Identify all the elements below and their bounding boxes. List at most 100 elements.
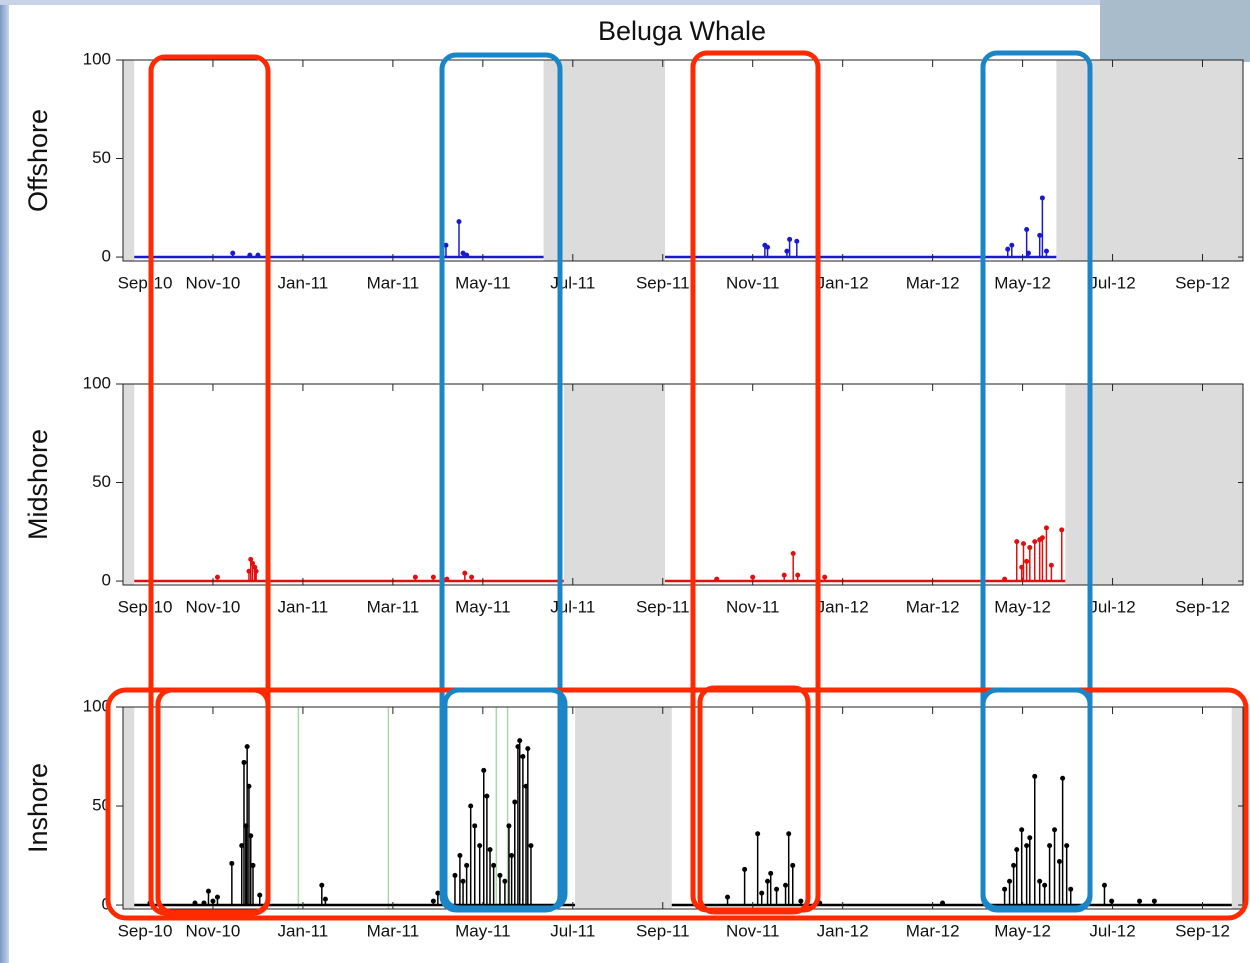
x-tick-label: Mar-12 xyxy=(906,921,960,940)
stem-marker xyxy=(1137,899,1142,904)
stem-marker xyxy=(201,901,206,906)
stem-marker xyxy=(413,575,418,580)
x-tick-label: Jan-12 xyxy=(817,597,869,616)
x-tick-label: Sep-11 xyxy=(636,597,690,616)
stem-marker xyxy=(210,899,215,904)
x-tick-label: Nov-11 xyxy=(726,921,780,940)
stem-marker xyxy=(791,551,796,556)
x-tick-label: Mar-11 xyxy=(367,273,420,292)
stem-marker xyxy=(1040,195,1045,200)
stem-marker xyxy=(502,879,507,884)
stem-marker xyxy=(787,237,792,242)
stem-marker xyxy=(784,249,789,254)
stem-marker xyxy=(1044,525,1049,530)
stem-marker xyxy=(774,887,779,892)
no-data-span xyxy=(123,384,134,585)
x-tick-label: Nov-10 xyxy=(186,273,241,292)
stem-marker xyxy=(484,794,489,799)
stem-marker xyxy=(1005,247,1010,252)
y-axis-label: Inshore xyxy=(23,763,53,853)
stem-marker xyxy=(790,863,795,868)
stem-marker xyxy=(742,867,747,872)
stem-marker xyxy=(491,863,496,868)
no-data-span xyxy=(123,707,134,909)
stem-marker xyxy=(1024,843,1029,848)
highlight-box xyxy=(693,53,818,910)
stem-marker xyxy=(750,575,755,580)
stem-marker xyxy=(506,823,511,828)
y-tick-label: 100 xyxy=(83,373,111,392)
map-thumbnail xyxy=(1100,0,1250,62)
stem-marker xyxy=(765,879,770,884)
stem-marker xyxy=(215,575,220,580)
stem-marker xyxy=(1042,883,1047,888)
no-data-span xyxy=(564,384,665,585)
stem-marker xyxy=(794,239,799,244)
x-tick-label: Mar-12 xyxy=(906,597,960,616)
stem-marker xyxy=(230,251,235,256)
stem-marker xyxy=(1032,539,1037,544)
x-tick-label: Sep-10 xyxy=(118,921,173,940)
y-tick-label: 100 xyxy=(83,49,111,68)
x-tick-label: Mar-11 xyxy=(367,921,420,940)
stem-marker xyxy=(248,833,253,838)
stem-marker xyxy=(497,873,502,878)
stem-marker xyxy=(246,784,251,789)
stem-marker xyxy=(1002,887,1007,892)
stem-marker xyxy=(1152,899,1157,904)
stem-marker xyxy=(247,253,252,258)
x-tick-label: Sep-11 xyxy=(636,921,690,940)
x-tick-label: Jan-12 xyxy=(817,921,869,940)
x-tick-label: Nov-11 xyxy=(726,273,780,292)
x-tick-label: Jan-11 xyxy=(278,921,329,940)
stem-marker xyxy=(783,883,788,888)
stem-marker xyxy=(1009,243,1014,248)
no-data-span xyxy=(123,60,134,261)
y-tick-label: 0 xyxy=(102,571,111,590)
stem-marker xyxy=(457,853,462,858)
highlight-box xyxy=(158,690,268,912)
y-tick-label: 50 xyxy=(92,472,111,491)
stem-marker xyxy=(1007,879,1012,884)
stem-marker xyxy=(1019,827,1024,832)
highlight-box xyxy=(442,55,560,910)
stem-marker xyxy=(462,571,467,576)
stem-marker xyxy=(1057,859,1062,864)
stem-marker xyxy=(192,901,197,906)
slide-border xyxy=(0,0,9,963)
x-tick-label: Mar-12 xyxy=(906,273,960,292)
stem-marker xyxy=(798,899,803,904)
stem-marker xyxy=(1044,249,1049,254)
stem-marker xyxy=(765,245,770,250)
stem-marker xyxy=(1002,577,1007,582)
stem-marker xyxy=(431,575,436,580)
stem-marker xyxy=(255,253,260,258)
stem-marker xyxy=(1021,541,1026,546)
stem-marker xyxy=(1059,527,1064,532)
stem-marker xyxy=(768,871,773,876)
stem-marker xyxy=(1011,863,1016,868)
y-tick-label: 0 xyxy=(102,247,111,266)
stem-marker xyxy=(461,879,466,884)
stem-marker xyxy=(1024,227,1029,232)
stem-marker xyxy=(1064,843,1069,848)
stem-marker xyxy=(444,577,449,582)
stem-marker xyxy=(245,744,250,749)
x-tick-label: Jul-12 xyxy=(1089,921,1135,940)
x-tick-label: Sep-10 xyxy=(118,597,173,616)
x-tick-label: Sep-12 xyxy=(1175,921,1230,940)
stem-marker xyxy=(469,575,474,580)
plot-frame xyxy=(123,707,1243,909)
stem-marker xyxy=(472,823,477,828)
x-tick-label: May-12 xyxy=(994,921,1051,940)
x-tick-label: Sep-10 xyxy=(118,273,173,292)
stem-marker xyxy=(457,219,462,224)
stem-marker xyxy=(782,573,787,578)
stem-marker xyxy=(323,897,328,902)
x-tick-label: May-12 xyxy=(994,273,1051,292)
highlight-box xyxy=(445,690,565,908)
x-tick-label: Jul-11 xyxy=(550,597,595,616)
y-axis-label: Midshore xyxy=(23,429,53,540)
no-data-span xyxy=(1232,707,1243,909)
